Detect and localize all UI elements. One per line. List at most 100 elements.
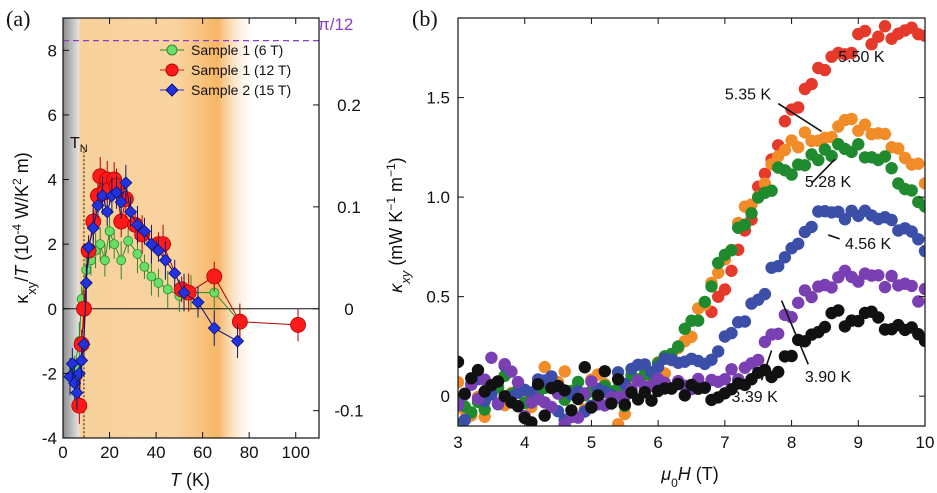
b-point-s5-29	[645, 394, 658, 407]
b-point-s2-56	[825, 149, 838, 163]
b-point-s2-44	[745, 207, 758, 220]
b-annotation-line-4	[780, 300, 809, 365]
b-annotation-line-5	[760, 350, 773, 381]
point-s2-10	[91, 198, 105, 212]
b-point-s3-1	[458, 413, 471, 426]
b-point-s4-65	[885, 269, 898, 283]
panel-a-axes: 0 20 40 60 80 100 -4 -2 0 2 4 6 8 0.2 0.1 0 -0.1	[42, 18, 364, 462]
panel-a-ylabel: κxy/T (10-4 W/K2 m)	[10, 152, 39, 303]
panel-a-shading	[63, 18, 259, 438]
a-xtick-label-1: 20	[100, 443, 119, 462]
b-point-s3-41	[725, 326, 738, 340]
point-s2-8	[82, 240, 96, 254]
b-point-s0-26	[878, 20, 892, 33]
b-annotation-line-2	[811, 158, 836, 184]
a-xtick-label-2: 40	[147, 443, 166, 462]
panel-a: (a) 0 20 40 60 80 100 -4 -2 0 2 4 6 8 0.2 0.1 0 -0.1 Sam…	[6, 6, 364, 490]
b-point-s4-20	[585, 375, 598, 388]
b-point-s5-9	[511, 400, 525, 413]
a-rtick-label-0: 0.2	[337, 96, 361, 115]
panel-a-label: (a)	[6, 6, 30, 31]
b-point-s4-56	[825, 281, 838, 294]
panel-a-gray-band	[63, 18, 80, 438]
b-point-s5-70	[918, 334, 925, 348]
tn-label: TN	[70, 135, 88, 155]
panel-a-legend: Sample 1 (6 T) Sample 1 (12 T) Sample 2 …	[160, 42, 291, 98]
point-s2-18	[130, 218, 145, 232]
b-point-s5-11	[525, 416, 538, 426]
point-s2-23	[168, 266, 182, 280]
legend-marker-12T	[165, 63, 179, 77]
b-point-s5-19	[578, 361, 591, 374]
b-point-s0-23	[858, 24, 872, 38]
b-point-s5-1	[458, 387, 471, 400]
pi-over-12-label: π/12	[318, 15, 353, 34]
a-xtick-label-4: 80	[240, 443, 259, 462]
b-point-s2-47	[765, 184, 778, 197]
point-s2-22	[158, 253, 172, 267]
b-point-s5-6	[491, 375, 505, 388]
b-point-s3-49	[778, 251, 792, 264]
b-point-s2-43	[738, 218, 752, 231]
b-point-s1-61	[858, 118, 872, 131]
b-point-s5-2	[465, 372, 478, 385]
b-point-s2-38	[705, 280, 718, 293]
a-ytick-label-0: -4	[42, 429, 57, 448]
a-ytick-label-6: 8	[48, 41, 57, 60]
b-point-s1-51	[792, 141, 805, 154]
b-point-s3-69	[912, 233, 925, 246]
point-s2-7	[79, 276, 93, 290]
panel-a-frame	[62, 17, 320, 439]
b-point-s5-24	[611, 373, 625, 386]
point-s1-21	[231, 313, 248, 330]
b-point-s5-22	[598, 365, 611, 378]
b-annotation-2: 5.28 K	[805, 174, 852, 191]
tn-label-N: N	[80, 143, 88, 155]
point-s0-13	[139, 261, 150, 272]
b-point-s4-41	[725, 363, 738, 376]
b-point-s3-43	[738, 315, 752, 328]
b-point-s5-34	[678, 389, 691, 402]
b-point-s2-18	[571, 375, 585, 389]
point-s0-14	[146, 271, 157, 282]
b-point-s0-3	[725, 264, 738, 277]
a-ytick-label-4: 4	[48, 171, 57, 190]
b-point-s4-45	[752, 353, 765, 367]
b-xtick-label-7: 10	[916, 433, 935, 452]
legend-label-15T: Sample 2 (15 T)	[191, 82, 291, 98]
b-point-s2-54	[812, 153, 825, 167]
b-xtick-label-4: 7	[720, 433, 729, 452]
point-s2-19	[137, 224, 152, 238]
b-point-s1-70	[918, 177, 925, 190]
point-s2-14	[109, 185, 124, 200]
panel-a-orange-band	[74, 18, 259, 438]
b-annotation-5: 3.39 K	[732, 389, 779, 406]
b-point-s5-18	[571, 392, 585, 406]
panel-b-xlabel: μ0H (T)	[660, 464, 719, 490]
b-annotation-line-3	[827, 234, 840, 240]
b-point-s4-63	[872, 269, 885, 282]
b-point-s0-2	[718, 283, 732, 296]
b-point-s3-14	[545, 370, 558, 383]
b-point-s4-40	[718, 373, 732, 386]
b-point-s5-57	[832, 304, 845, 317]
point-s2-5	[75, 353, 89, 368]
b-point-s2-60	[852, 138, 865, 151]
b-point-s2-41	[725, 244, 738, 257]
b-point-s1-49	[778, 143, 792, 157]
point-s2-21	[151, 244, 165, 258]
legend-marker-15T	[165, 83, 179, 97]
panel-b: (b) 3 4 5 6 7 8 9 10 0 0.5 1.0 1.5 5.50 K 5.35 K 5.28…	[384, 6, 934, 490]
point-s2-16	[119, 176, 133, 190]
b-point-s5-60	[852, 314, 865, 328]
a-ytick-label-2: 0	[48, 300, 57, 319]
b-xtick-label-6: 9	[854, 433, 863, 452]
panel-a-plot	[63, 40, 319, 438]
b-point-s2-37	[698, 295, 711, 309]
point-s2-24	[177, 286, 191, 300]
a-ytick-label-5: 6	[48, 106, 57, 125]
b-point-s0-8	[758, 167, 772, 180]
a-rtick-label-2: 0	[344, 300, 353, 319]
b-xtick-label-3: 6	[653, 433, 662, 452]
